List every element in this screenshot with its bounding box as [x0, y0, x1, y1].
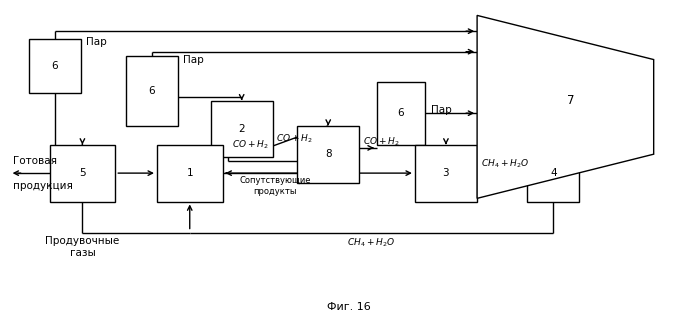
Text: Пар: Пар [431, 105, 452, 115]
Text: 5: 5 [79, 168, 86, 178]
Text: 2: 2 [238, 124, 245, 134]
Bar [126, 56, 177, 126]
Text: 6: 6 [149, 86, 155, 96]
Text: Сопутствующие
продукты: Сопутствующие продукты [239, 176, 311, 196]
Text: $CH_4+H_2O$: $CH_4+H_2O$ [348, 236, 396, 249]
Bar [415, 145, 477, 202]
Text: Фиг. 16: Фиг. 16 [327, 302, 371, 312]
Text: 4: 4 [550, 168, 556, 178]
Bar [527, 145, 579, 202]
Polygon shape [477, 15, 653, 198]
Bar [377, 82, 425, 145]
Bar [157, 145, 223, 202]
Text: 6: 6 [52, 61, 58, 71]
Text: $CO+H_2$: $CO+H_2$ [363, 135, 399, 148]
Text: Продувочные
газы: Продувочные газы [45, 236, 119, 258]
Bar [297, 126, 359, 183]
Text: 6: 6 [398, 108, 404, 118]
Text: $CO+H_2$: $CO+H_2$ [232, 138, 268, 151]
Text: Пар: Пар [183, 55, 204, 65]
Bar [50, 145, 115, 202]
Text: 3: 3 [443, 168, 450, 178]
Text: Готовая: Готовая [13, 155, 57, 166]
Text: 8: 8 [325, 149, 332, 159]
Text: 7: 7 [567, 94, 574, 107]
Text: $CO+H_2$: $CO+H_2$ [276, 132, 313, 145]
Bar [29, 39, 81, 93]
Text: 1: 1 [186, 168, 193, 178]
Text: $CH_4+H_2O$: $CH_4+H_2O$ [480, 157, 528, 170]
Bar [211, 100, 273, 157]
Text: продукция: продукция [13, 181, 73, 191]
Text: Пар: Пар [87, 37, 107, 47]
